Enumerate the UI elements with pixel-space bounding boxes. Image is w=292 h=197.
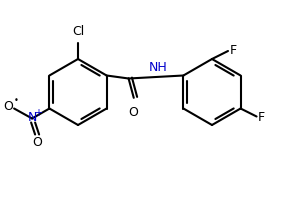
Text: +: + — [34, 108, 42, 117]
Text: F: F — [230, 44, 237, 57]
Text: O: O — [3, 100, 13, 113]
Text: N: N — [27, 111, 37, 124]
Text: Cl: Cl — [72, 25, 84, 38]
Text: F: F — [258, 111, 265, 124]
Text: NH: NH — [149, 60, 167, 73]
Text: •: • — [14, 96, 18, 105]
Text: O: O — [32, 136, 42, 149]
Text: O: O — [128, 106, 138, 119]
